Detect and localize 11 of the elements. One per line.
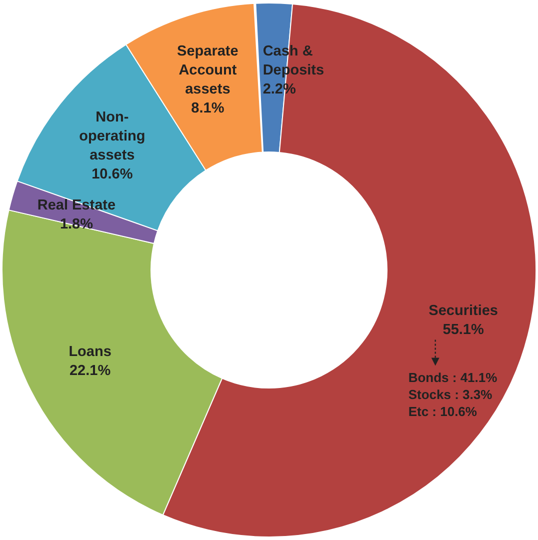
slice-label: Loans: [68, 344, 112, 360]
data-label: 8.1%: [191, 100, 224, 117]
slice-label: Securities: [428, 302, 498, 319]
text: Etc : 10.6%: [408, 404, 478, 419]
slice-label: Separate Account assets: [177, 44, 238, 98]
data-label: 22.1%: [69, 362, 111, 379]
text: Stocks : 3.3%: [408, 386, 493, 402]
text: Bonds : 41.1%: [408, 370, 498, 385]
data-label: 10.6%: [92, 166, 133, 183]
data-label: 55.1%: [442, 322, 484, 338]
slice-label: Non- operating assets: [79, 110, 146, 164]
